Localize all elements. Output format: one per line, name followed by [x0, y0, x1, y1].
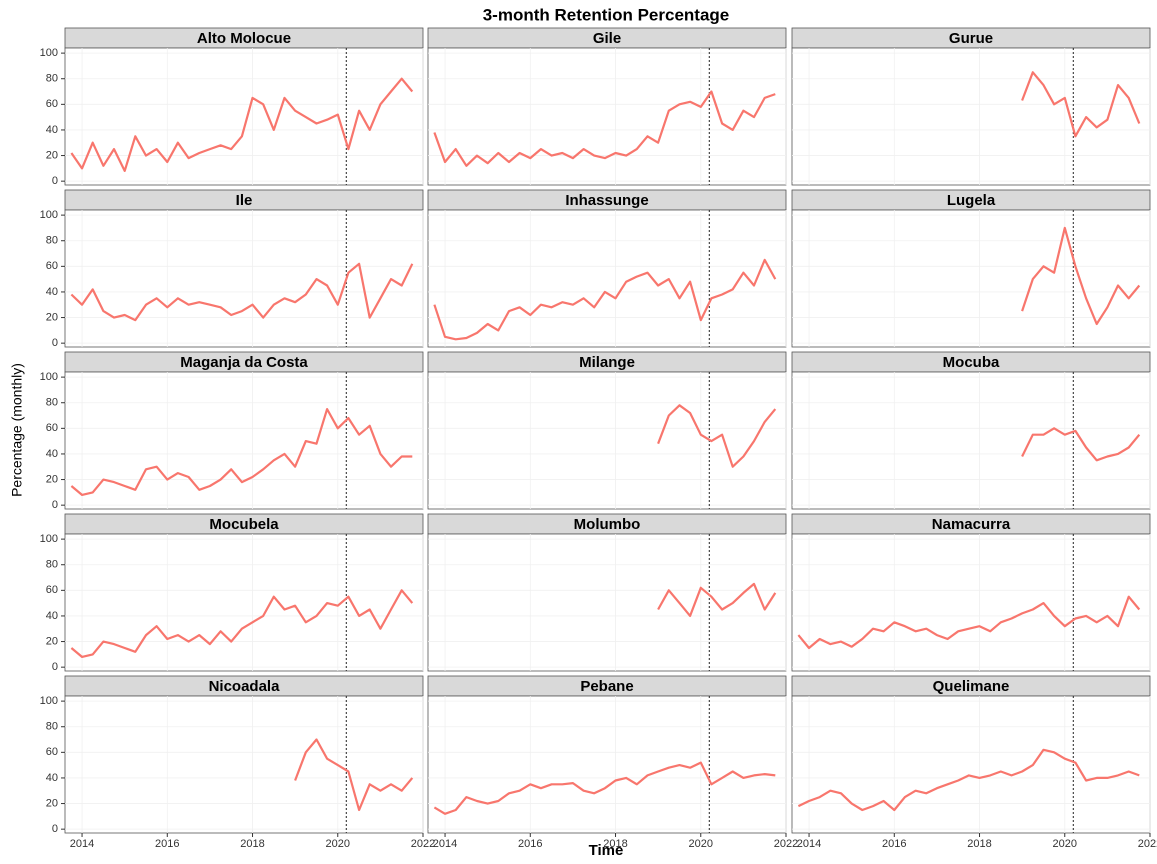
x-axis-label: Time: [589, 842, 624, 859]
y-tick-label: 60: [46, 746, 58, 758]
data-line: [70, 262, 414, 322]
x-tick-label: 2022: [411, 838, 435, 850]
data-line: [70, 589, 414, 658]
x-tick-label: 2018: [967, 838, 991, 850]
y-tick-label: 20: [46, 635, 58, 647]
chart-title: 3-month Retention Percentage: [483, 5, 730, 24]
panel: [427, 371, 787, 510]
y-tick-label: 60: [46, 584, 58, 596]
x-tick-label: 2022: [1138, 838, 1157, 850]
panel: [791, 209, 1151, 348]
y-tick-label: 100: [40, 209, 58, 221]
panel: [427, 209, 787, 348]
y-tick-label: 0: [52, 661, 58, 673]
y-tick-label: 0: [52, 175, 58, 187]
y-tick-label: 80: [46, 559, 58, 571]
y-tick-label: 40: [46, 286, 58, 298]
x-tick-label: 2018: [603, 838, 627, 850]
x-tick-label: 2020: [326, 838, 350, 850]
panel-title: Namacurra: [932, 516, 1011, 533]
x-tick-label: 2016: [882, 838, 906, 850]
panel-title: Ile: [236, 192, 253, 209]
x-tick-label: 2014: [433, 838, 457, 850]
data-line: [433, 90, 776, 167]
panel-title: Nicoadala: [209, 678, 281, 695]
panel: [791, 47, 1151, 186]
panel-title: Molumbo: [574, 516, 641, 533]
x-tick-label: 2022: [774, 838, 798, 850]
y-tick-label: 100: [40, 695, 58, 707]
data-line: [1021, 71, 1141, 138]
y-tick-label: 80: [46, 73, 58, 85]
y-tick-label: 100: [40, 371, 58, 383]
y-tick-label: 40: [46, 124, 58, 136]
panel-title: Lugela: [947, 192, 996, 209]
x-tick-label: 2014: [797, 838, 821, 850]
x-tick-label: 2014: [70, 838, 94, 850]
panel: [64, 695, 424, 834]
panel: [791, 533, 1151, 672]
y-tick-label: 80: [46, 235, 58, 247]
data-line: [797, 595, 1141, 650]
data-line: [70, 77, 414, 172]
panel: [64, 371, 424, 510]
y-tick-label: 60: [46, 98, 58, 110]
y-tick-label: 80: [46, 397, 58, 409]
y-tick-label: 100: [40, 47, 58, 59]
data-line: [70, 408, 413, 496]
y-tick-label: 0: [52, 337, 58, 349]
panel-title: Gurue: [949, 30, 993, 47]
panel: [64, 209, 424, 348]
panel: [427, 47, 787, 186]
y-tick-label: 20: [46, 311, 58, 323]
data-line: [657, 582, 777, 617]
x-tick-label: 2020: [689, 838, 713, 850]
x-tick-label: 2018: [240, 838, 264, 850]
data-line: [294, 738, 414, 812]
panel-title: Mocubela: [209, 516, 279, 533]
panel-title: Gile: [593, 30, 621, 47]
data-line: [1021, 427, 1141, 462]
y-tick-label: 40: [46, 772, 58, 784]
x-tick-label: 2020: [1053, 838, 1077, 850]
y-tick-label: 60: [46, 260, 58, 272]
y-tick-label: 40: [46, 610, 58, 622]
panel: [427, 695, 787, 834]
data-line: [797, 748, 1140, 812]
x-tick-label: 2016: [155, 838, 179, 850]
y-tick-label: 20: [46, 473, 58, 485]
panel: [64, 533, 424, 672]
data-line: [433, 258, 777, 341]
panel: [791, 371, 1151, 510]
y-tick-label: 0: [52, 823, 58, 835]
y-tick-label: 60: [46, 422, 58, 434]
y-tick-label: 20: [46, 797, 58, 809]
x-tick-label: 2016: [518, 838, 542, 850]
data-line: [433, 761, 776, 815]
panel: [427, 533, 787, 672]
panel-title: Milange: [579, 354, 635, 371]
data-line: [657, 404, 777, 468]
panel-title: Maganja da Costa: [180, 354, 308, 371]
panel-title: Quelimane: [933, 678, 1010, 695]
y-tick-label: 100: [40, 533, 58, 545]
panel-title: Mocuba: [943, 354, 1000, 371]
y-tick-label: 20: [46, 149, 58, 161]
panel-title: Alto Molocue: [197, 30, 291, 47]
y-tick-label: 40: [46, 448, 58, 460]
data-line: [1021, 226, 1141, 326]
y-tick-label: 80: [46, 721, 58, 733]
panel-title: Pebane: [580, 678, 633, 695]
panel: [791, 695, 1151, 834]
y-axis-label: Percentage (monthly): [9, 363, 25, 497]
panel-title: Inhassunge: [565, 192, 648, 209]
y-tick-label: 0: [52, 499, 58, 511]
panel: [64, 47, 424, 186]
